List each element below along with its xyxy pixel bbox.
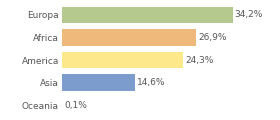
- Bar: [62, 7, 233, 23]
- Text: 0,1%: 0,1%: [64, 101, 87, 110]
- Bar: [62, 29, 196, 46]
- Bar: [62, 74, 135, 91]
- Text: 14,6%: 14,6%: [137, 78, 165, 87]
- Text: 34,2%: 34,2%: [235, 10, 263, 19]
- Bar: [62, 52, 183, 68]
- Text: 24,3%: 24,3%: [185, 55, 213, 65]
- Text: 26,9%: 26,9%: [198, 33, 227, 42]
